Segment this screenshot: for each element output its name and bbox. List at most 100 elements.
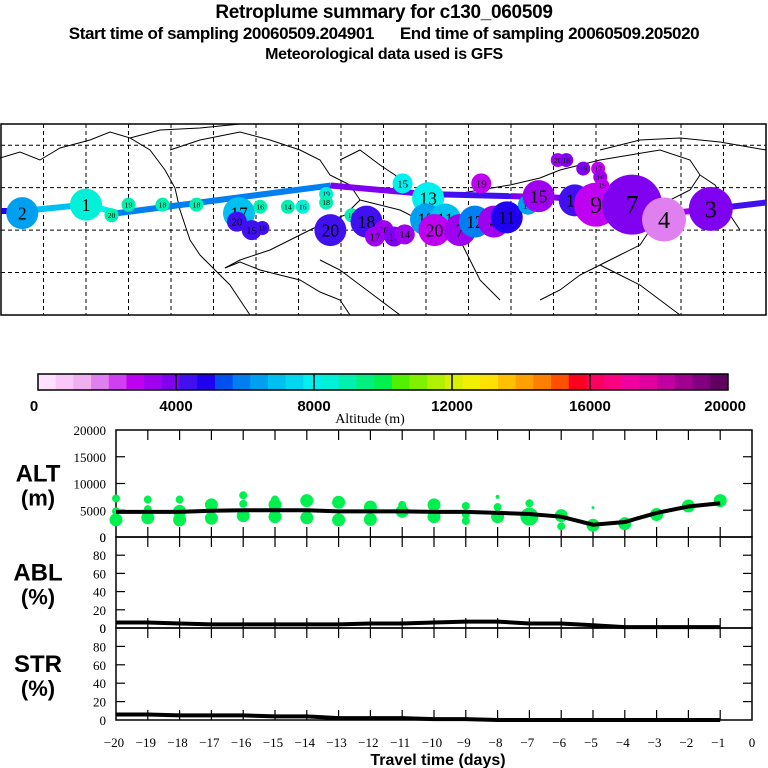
- colorbar-segment: [374, 374, 393, 390]
- mean-track-segment: [117, 182, 331, 217]
- colorbar-segment: [179, 374, 198, 390]
- plume-point-label: 11: [498, 208, 515, 228]
- alt-scatter-point: [236, 509, 250, 523]
- plume-point: [253, 199, 268, 214]
- colorbar-segment: [214, 374, 234, 390]
- plume-point-label: 9: [590, 192, 602, 219]
- colorbar-tick-label: 20000: [704, 398, 746, 415]
- plume-point-label: 19: [348, 211, 356, 220]
- plume-point-label: 17: [594, 164, 602, 173]
- plume-point: [576, 161, 591, 176]
- y-tick-label: 0: [100, 530, 107, 545]
- colorbar-tick-label: 4000: [159, 398, 192, 415]
- plume-point-label: 18: [562, 156, 570, 165]
- x-tick-label: −19: [136, 735, 156, 750]
- plume-point: [394, 224, 415, 245]
- alt-scatter-point: [300, 511, 314, 525]
- colorbar-segment: [285, 374, 304, 390]
- altitude-colorbar: 0 4000 8000 12000 16000 20000 Altitude (m): [30, 373, 746, 427]
- plume-point: [280, 199, 295, 214]
- alt-mean-line: [116, 501, 721, 527]
- x-tick-label: −5: [584, 735, 598, 750]
- alt-scatter-point: [520, 507, 539, 526]
- colorbar-segment: [268, 374, 287, 390]
- alt-scatter-point: [495, 494, 500, 499]
- colorbar-segment: [621, 374, 641, 390]
- coastline: [129, 123, 241, 139]
- plume-point-label: 15: [530, 186, 548, 206]
- str-line: [116, 712, 721, 722]
- panel-unit-label: (%): [21, 676, 55, 701]
- plume-point: [418, 214, 451, 247]
- x-tick-label: −10: [422, 735, 442, 750]
- plume-point: [365, 226, 385, 247]
- x-tick-label: −4: [616, 735, 630, 750]
- colorbar-segment: [391, 374, 411, 390]
- y-tick-label: 60: [93, 566, 106, 581]
- alt-scatter-point: [332, 513, 346, 527]
- plume-point-label: 19: [246, 225, 258, 237]
- x-tick-label: −20: [104, 735, 124, 750]
- alt-scatter-point: [525, 499, 534, 508]
- str-panel: 0 20 40 60 80 0 STR(%): [14, 621, 753, 728]
- plume-point: [471, 173, 492, 194]
- plume-point-label: 19: [476, 178, 488, 190]
- panel-unit-label: (%): [21, 585, 55, 610]
- panel-label: STR: [14, 651, 62, 678]
- alt-scatter-point: [175, 495, 184, 504]
- coastline: [599, 137, 767, 151]
- alt-scatter-point: [427, 498, 441, 512]
- sampling-times: Start time of sampling 20060509.204901 E…: [68, 24, 700, 43]
- colorbar-segment: [55, 374, 74, 390]
- colorbar-segment: [303, 374, 322, 390]
- plume-point: [319, 195, 334, 210]
- colorbar-frame: [37, 373, 729, 391]
- alt-scatter-point: [363, 512, 377, 526]
- plume-point: [688, 186, 733, 231]
- plume-point: [392, 173, 413, 194]
- plume-point: [121, 197, 136, 212]
- alt-scatter-point: [141, 511, 155, 525]
- x-tick-label: −12: [358, 735, 378, 750]
- plume-point-label: 19: [579, 164, 587, 173]
- x-tick-label: −7: [520, 735, 534, 750]
- map-panel: 1220191818172019181614161918192018161715…: [0, 123, 767, 316]
- plume-point: [155, 197, 170, 212]
- x-tick-label: −3: [648, 735, 662, 750]
- plume-point-label: 15: [397, 178, 409, 190]
- colorbar-segment: [409, 374, 428, 390]
- plume-point: [6, 197, 39, 230]
- y-tick-label: 40: [93, 585, 106, 600]
- panel-frame: [115, 627, 753, 721]
- plume-point-label: 18: [159, 200, 167, 209]
- plume-point-label: 18: [596, 173, 604, 182]
- plume-point-label: 18: [193, 200, 201, 209]
- coastline: [419, 149, 701, 301]
- x-tick-label: −2: [679, 735, 693, 750]
- chart-title: Retroplume summary for c130_060509: [215, 2, 553, 23]
- x-axis: −20 −19 −18 −17 −16 −15 −14 −13 −12 −11 −10 −9 −8 −7−…: [104, 735, 755, 768]
- plume-point-label: 20: [231, 216, 243, 228]
- x-tick-label: −1: [711, 735, 725, 750]
- alt-scatter-point: [239, 491, 248, 500]
- plume-point-label: 4: [658, 207, 670, 234]
- plume-point-label: 18: [358, 212, 376, 232]
- alt-scatter-point: [268, 498, 282, 512]
- colorbar-segment: [427, 374, 446, 390]
- abl-panel: 0 20 40 60 80 0 ABL(%): [13, 530, 753, 636]
- y-tick-label: 15000: [74, 450, 107, 465]
- panel-label: ABL: [13, 560, 62, 587]
- y-tick-label: 0: [100, 530, 107, 545]
- colorbar-segment: [444, 374, 464, 390]
- coastline: [319, 259, 401, 316]
- y-tick-label: 10000: [74, 477, 107, 492]
- plume-point-label: 13: [419, 188, 437, 208]
- panel-unit-label: (m): [21, 486, 55, 511]
- colorbar-segment: [108, 374, 127, 390]
- x-axis-title: Travel time (days): [370, 752, 505, 768]
- x-tick-label: −8: [489, 735, 503, 750]
- alt-scatter-point: [461, 516, 470, 525]
- colorbar-segment: [144, 374, 163, 390]
- plume-point: [104, 208, 119, 223]
